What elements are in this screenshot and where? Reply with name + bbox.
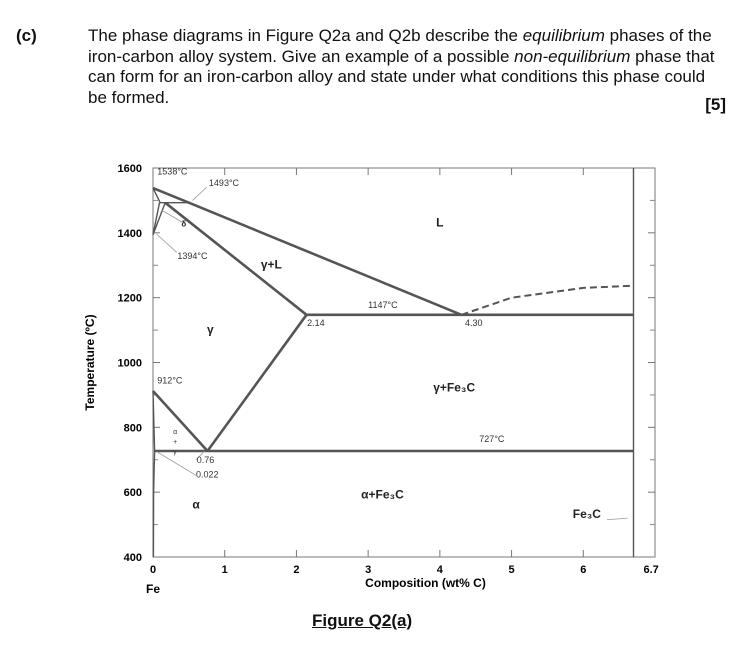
leader-line (606, 517, 628, 521)
phase-line-solidus (164, 201, 308, 316)
annotation-label: 1538°C (157, 166, 188, 176)
question-label: (c) (16, 26, 37, 45)
phase-line-a3 (152, 390, 209, 452)
leader-line (161, 209, 185, 224)
annotation-label: 0.76 (197, 455, 215, 465)
x-origin-label: Fe (146, 582, 160, 596)
y-axis-label: Temperature (ºC) (83, 314, 97, 410)
x-tick-label: 3 (365, 564, 371, 576)
region-label: Fe₃C (573, 507, 602, 521)
region-label: δ (181, 219, 186, 228)
y-tick-label: 400 (124, 552, 142, 564)
annotation-label: + (173, 439, 177, 446)
annotation-label: 1147°C (368, 300, 398, 310)
region-label: L (436, 215, 443, 229)
annotation-label: 1493°C (209, 178, 240, 188)
x-tick-label: 2 (293, 564, 299, 576)
marks-label: [5] (705, 95, 726, 114)
question-text-segment: The phase diagrams in Figure Q2a and Q2b… (88, 26, 523, 45)
annotation-label: 0.022 (196, 470, 219, 480)
region-label: γ (207, 322, 214, 336)
phase-line-liquidus-right (461, 284, 634, 316)
x-tick-label: 6.7 (643, 564, 658, 576)
question-text-segment: phases of the iron-carbon alloy system. … (88, 26, 712, 66)
region-label: α (192, 497, 200, 511)
x-tick-label: 6 (580, 564, 586, 576)
annotation-label: 1394°C (177, 251, 208, 261)
y-tick-label: 800 (124, 422, 142, 434)
region-label: α+Fe₃C (361, 488, 404, 502)
question-text-segment: equilibrium (522, 26, 605, 45)
annotation-label: α (173, 429, 177, 436)
phase-line-acm (206, 314, 308, 452)
y-tick-label: 1600 (118, 163, 142, 175)
annotation-label: 4.30 (465, 318, 483, 328)
x-tick-label: 5 (509, 564, 515, 576)
region-label: γ+L (261, 257, 282, 271)
leader-line (156, 451, 197, 476)
phase-line-alpha-solvus (152, 450, 156, 558)
x-axis-label: Composition (wt% C) (365, 576, 486, 590)
x-tick-label: 4 (437, 564, 444, 576)
phase-line-alpha-boundary-left (152, 390, 156, 452)
phase-line-delta-a (152, 187, 161, 204)
leader-line (192, 186, 208, 201)
phase-line-delta-b (152, 202, 161, 235)
plot-frame (152, 167, 656, 558)
annotation-label: 2.14 (307, 318, 325, 328)
y-tick-label: 600 (124, 487, 142, 499)
y-tick-label: 1400 (118, 228, 142, 240)
y-tick-label: 1000 (118, 358, 142, 370)
y-tick-label: 1200 (118, 293, 142, 305)
leader-line (156, 233, 177, 253)
annotation-label: γ (173, 449, 177, 456)
leader-line (195, 450, 205, 461)
question-text: The phase diagrams in Figure Q2a and Q2b… (88, 26, 724, 108)
annotation-label: 912°C (157, 376, 183, 386)
phase-line-delta-c (152, 202, 166, 236)
question-text-segment: non-equilibrium (514, 46, 631, 66)
question-text-segment: phase that can form for an iron-carbon a… (88, 46, 715, 107)
x-tick-label: 1 (222, 564, 228, 576)
x-tick-label: 0 (150, 564, 156, 576)
figure-caption: Figure Q2(a) (312, 611, 413, 630)
region-label: γ+Fe₃C (433, 381, 475, 395)
annotation-label: 727°C (479, 434, 505, 444)
